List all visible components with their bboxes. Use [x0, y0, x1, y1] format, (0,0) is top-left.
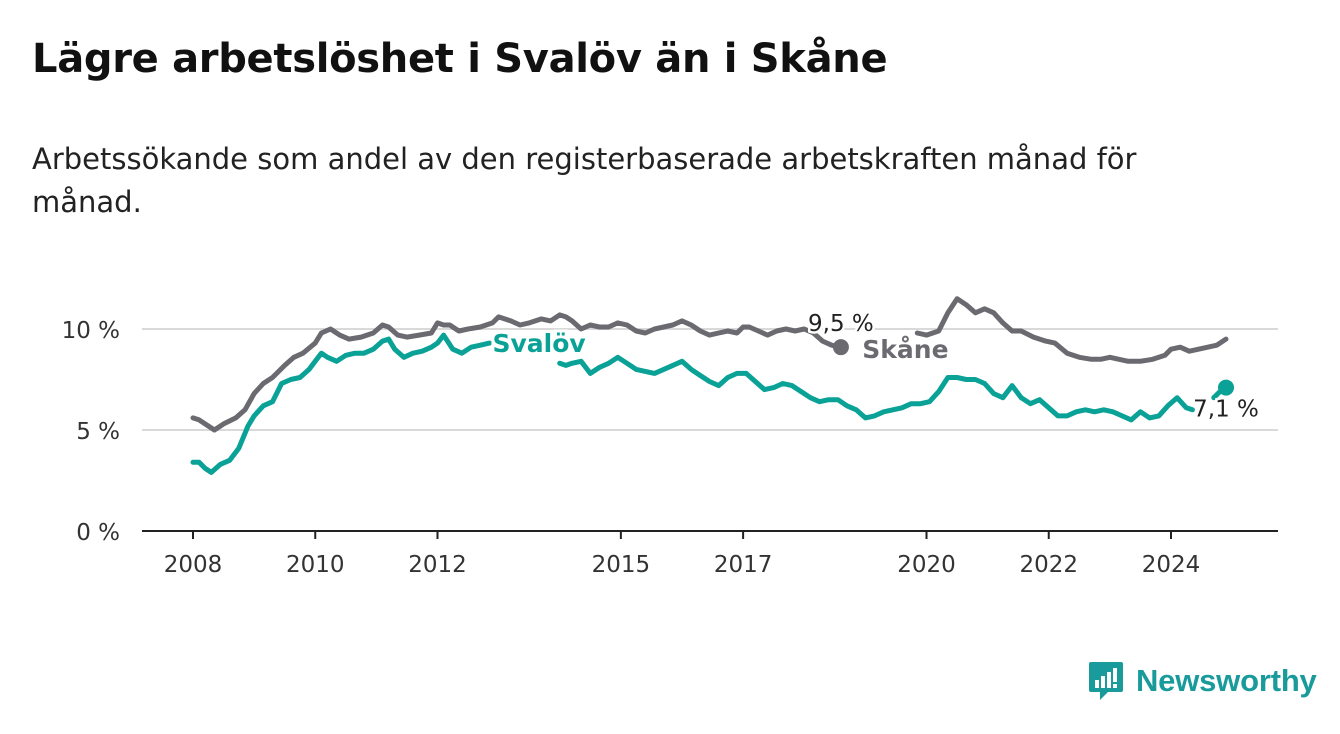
x-tick-label: 2017 — [714, 552, 773, 578]
series-line — [914, 296, 1229, 364]
series-end-label: 7,1 % — [1193, 397, 1259, 423]
x-tick-label: 2022 — [1019, 552, 1078, 578]
series-line — [557, 354, 1195, 423]
x-tick-label: 2008 — [164, 552, 223, 578]
series-line — [190, 312, 844, 433]
y-tick-label: 10 % — [62, 318, 120, 344]
y-tick-label: 5 % — [76, 419, 120, 445]
series-end-point — [1218, 379, 1234, 396]
series-end-label: 9,5 % — [808, 311, 874, 337]
chart-title: Lägre arbetslöshet i Svalöv än i Skåne — [32, 36, 888, 82]
x-tick-label: 2015 — [592, 552, 651, 578]
series-end-point — [832, 339, 849, 356]
newsworthy-brand[interactable]: Newsworthy — [1088, 660, 1317, 702]
x-tick-label: 2012 — [408, 552, 467, 578]
series-label: Skåne — [862, 335, 948, 364]
newsworthy-logo-icon — [1089, 662, 1123, 700]
x-tick-label: 2010 — [286, 552, 345, 578]
x-tick-label: 2024 — [1142, 552, 1201, 578]
chart-subtitle: Arbetssökande som andel av den registerb… — [32, 142, 1137, 219]
series-line — [190, 332, 492, 475]
y-tick-label: 0 % — [76, 520, 120, 546]
series-label: Svalöv — [493, 329, 586, 358]
brand-name: Newsworthy — [1136, 663, 1317, 698]
x-tick-label: 2020 — [897, 552, 956, 578]
